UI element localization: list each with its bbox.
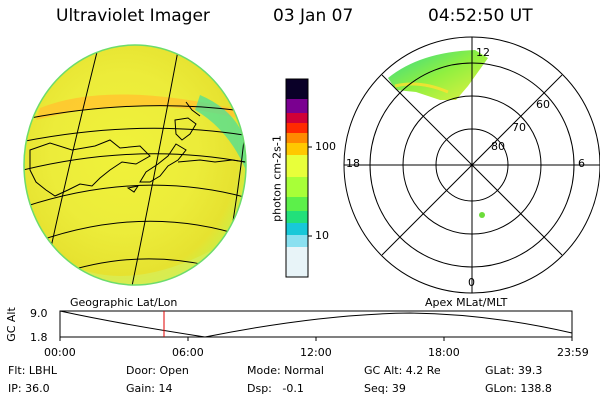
info-glat: GLat: 39.3 [485, 364, 543, 377]
info-door: Door: Open [126, 364, 189, 377]
geographic-label: Geographic Lat/Lon [70, 296, 178, 309]
coastline [29, 101, 246, 197]
polar-ring-80: 80 [491, 140, 505, 153]
x-tick-2359: 23:59 [557, 346, 589, 359]
info-seq: Seq: 39 [364, 382, 406, 395]
polar-label-midnight: 0 [468, 276, 475, 289]
info-filter: Flt: LBHL [8, 364, 57, 377]
apex-label: Apex MLat/MLT [425, 296, 508, 309]
x-tick-1800: 18:00 [428, 346, 460, 359]
earth-image [23, 44, 247, 286]
gc-alt-axis-label: GC Alt [4, 307, 18, 342]
date-label: 03 Jan 07 [273, 6, 354, 26]
colorbar [285, 78, 312, 278]
info-glon: GLon: 138.8 [485, 382, 552, 395]
polar-ring-70: 70 [512, 121, 526, 134]
info-gc-alt: GC Alt: 4.2 Re [364, 364, 441, 377]
polar-label-noon: 12 [476, 46, 490, 59]
time-label: 04:52:50 UT [428, 6, 533, 26]
polar-label-dusk: 18 [346, 157, 360, 170]
colorbar-unit-label: photon cm-2s-1 [270, 135, 284, 222]
colorbar-tick-100: 100 [315, 140, 336, 153]
altitude-timeline [59, 310, 573, 341]
info-dsp: Dsp: -0.1 [247, 382, 304, 395]
info-mode: Mode: Normal [247, 364, 324, 377]
x-tick-1200: 12:00 [300, 346, 332, 359]
y-tick-high: 9.0 [30, 307, 48, 320]
info-gain: Gain: 14 [126, 382, 173, 395]
polar-plot [343, 36, 600, 294]
x-tick-0000: 00:00 [44, 346, 76, 359]
instrument-title: Ultraviolet Imager [56, 6, 210, 26]
polar-ring-60: 60 [536, 98, 550, 111]
polar-label-dawn: 6 [578, 157, 585, 170]
info-ip: IP: 36.0 [8, 382, 50, 395]
colorbar-tick-10: 10 [315, 229, 329, 242]
y-tick-low: 1.8 [30, 331, 48, 344]
x-tick-0600: 06:00 [172, 346, 204, 359]
